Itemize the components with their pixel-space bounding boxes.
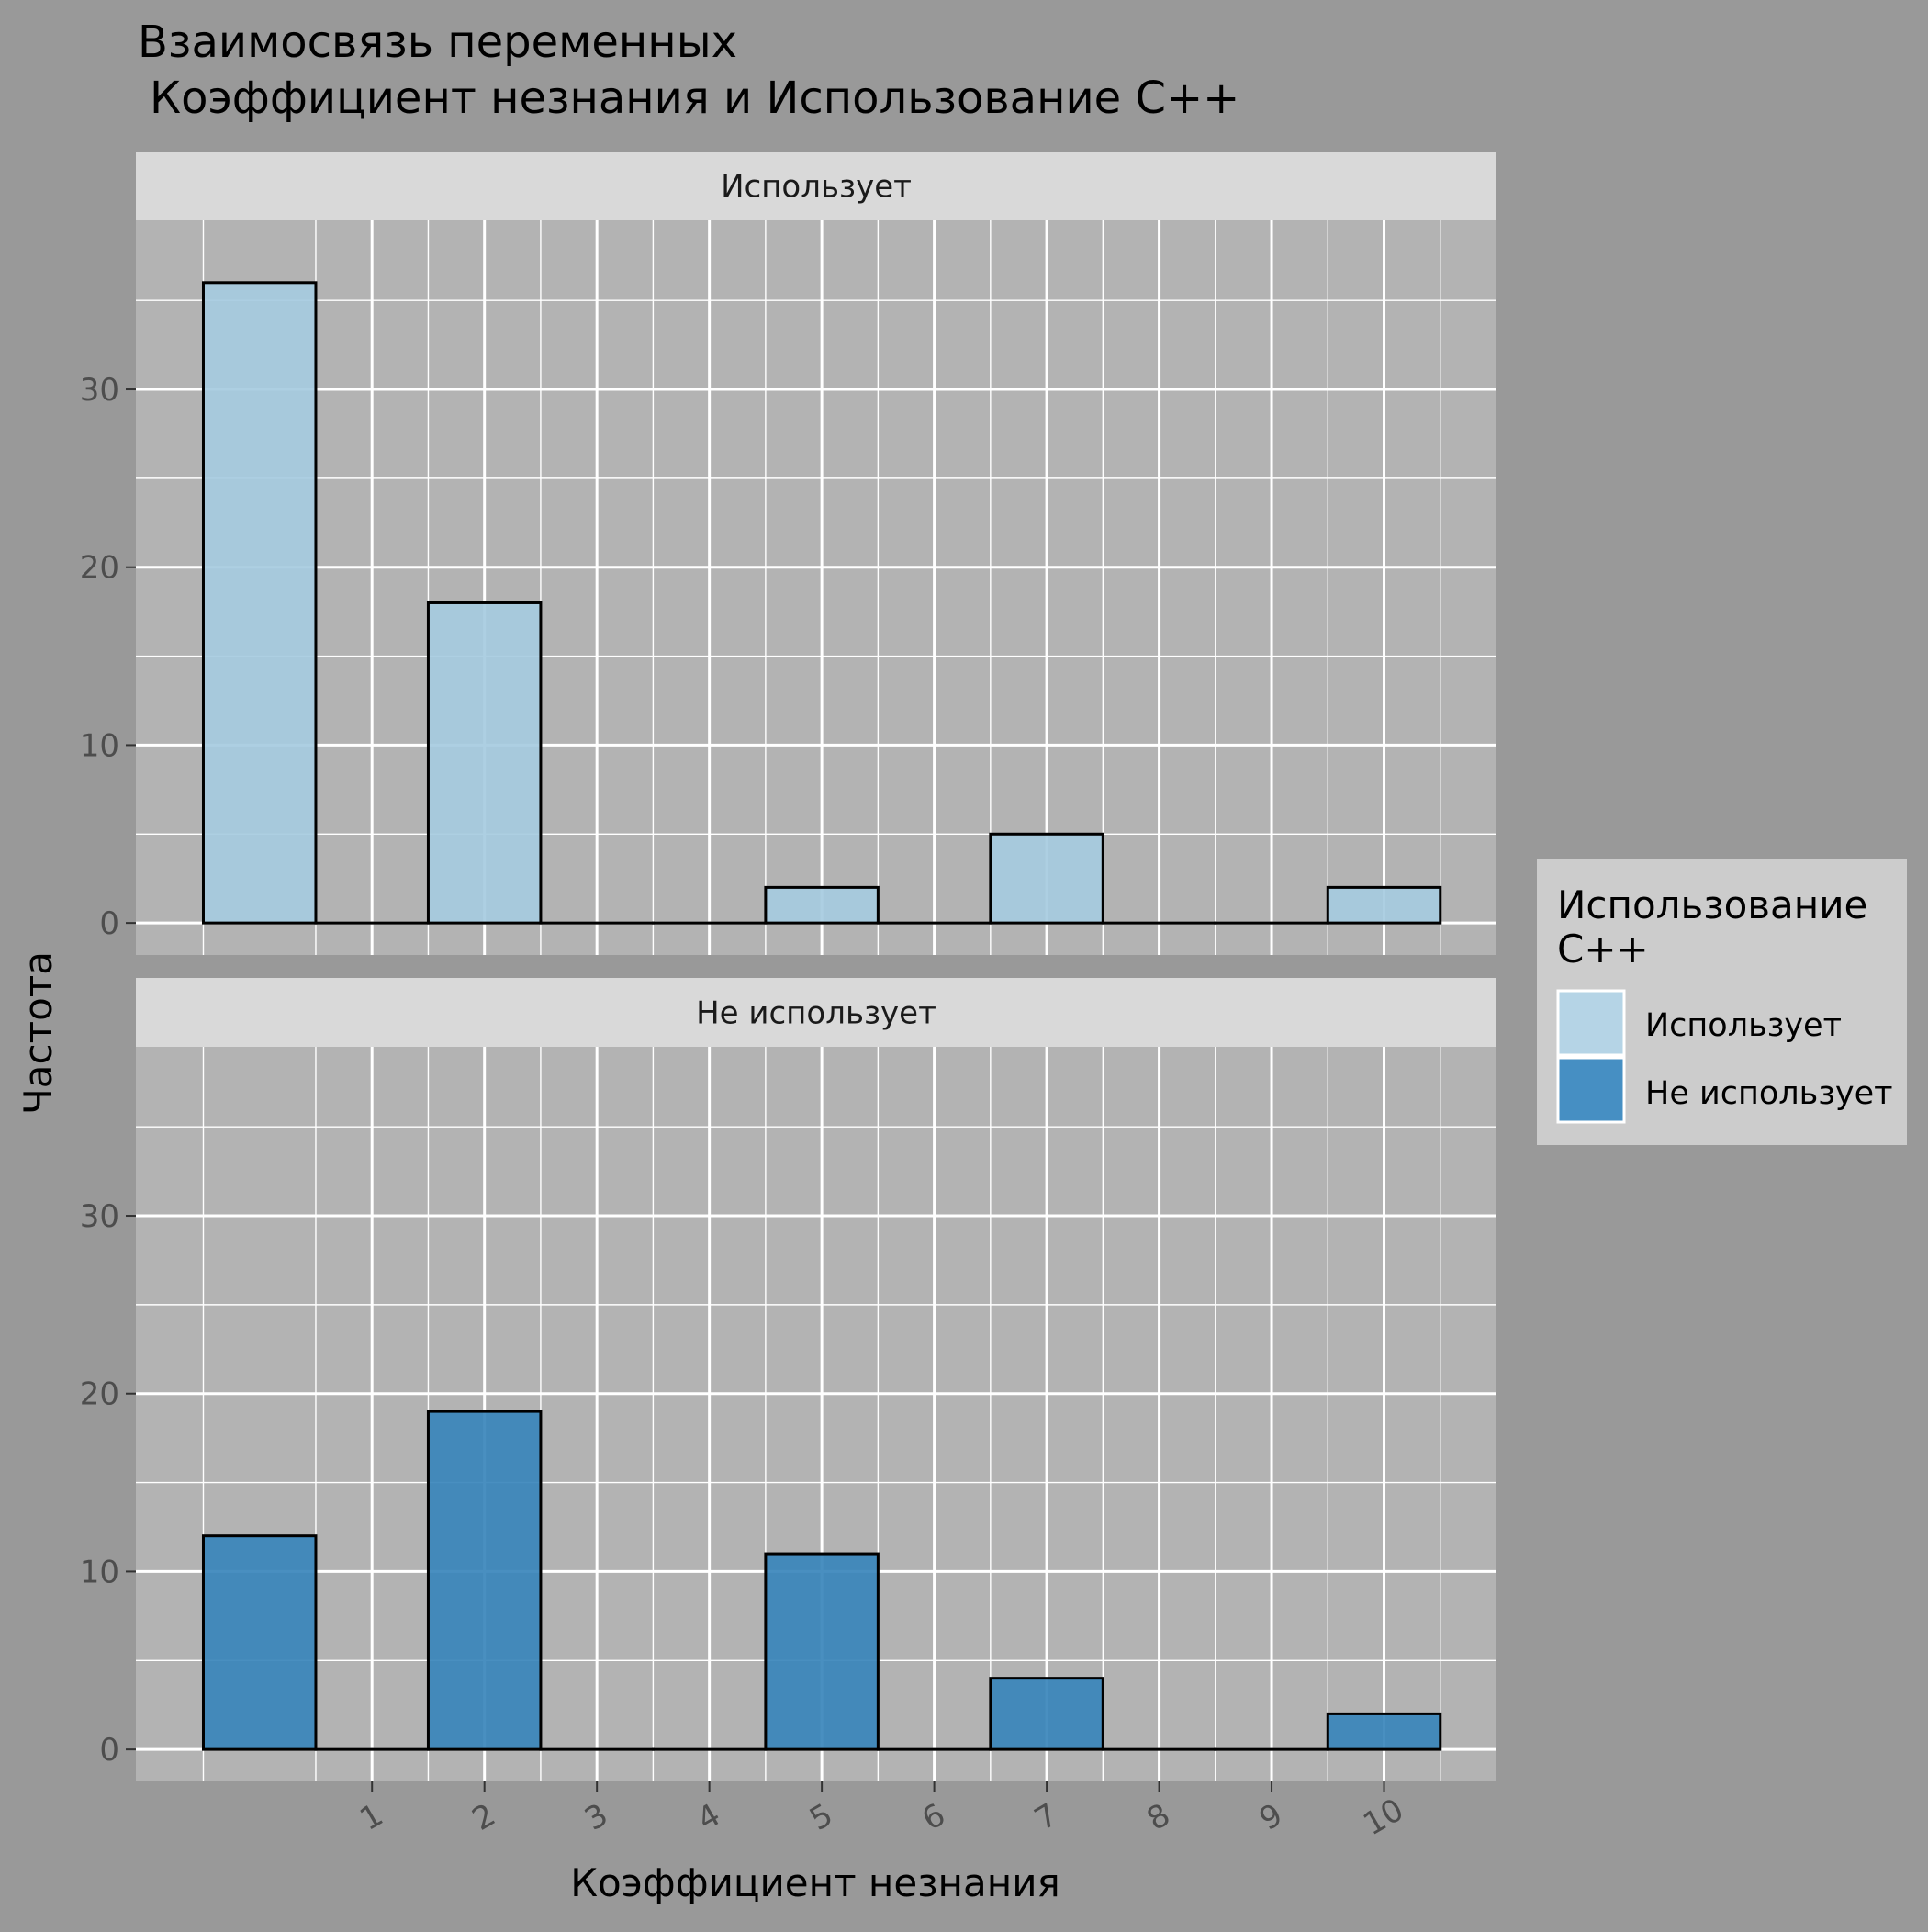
y-axis-label: Частота: [16, 951, 61, 1115]
bar: [203, 1536, 315, 1749]
facet-panel-1: 0 10 20 30 Использует: [80, 152, 1496, 955]
bar: [766, 887, 878, 923]
y-tick-label: 10: [80, 1554, 119, 1590]
x-tick-label: 6: [916, 1796, 952, 1837]
panel-background: [136, 220, 1496, 955]
x-axis: 1 2 3 4 5 6 7 8 9 10: [353, 1781, 1409, 1843]
x-tick-label: 10: [1357, 1792, 1409, 1843]
facet-strip-label: Не использует: [696, 995, 936, 1032]
legend: Использование C++ Использует Не использу…: [1537, 859, 1907, 1145]
x-tick-label: 3: [578, 1796, 614, 1837]
x-tick-label: 2: [466, 1796, 502, 1837]
y-tick-label: 30: [80, 372, 119, 409]
facet-strip-label: Использует: [721, 169, 912, 206]
facet-panels: 0 10 20 30 Использует 0 10 20 30 Не использует: [80, 152, 1496, 1781]
bar: [991, 1679, 1103, 1749]
y-tick-label: 20: [80, 1376, 119, 1413]
legend-entry-not-uses: Не использует: [1645, 1075, 1893, 1112]
bar: [991, 834, 1103, 923]
x-tick-label: 5: [803, 1796, 839, 1837]
y-tick-label: 30: [80, 1198, 119, 1235]
x-tick-label: 8: [1141, 1796, 1177, 1837]
y-tick-label: 0: [99, 905, 119, 942]
facet-panel-2: 0 10 20 30 Не использует: [80, 978, 1496, 1781]
x-axis-label: Коэффициент незнания: [570, 1860, 1060, 1905]
legend-entry-uses: Использует: [1645, 1007, 1842, 1044]
bar: [428, 1411, 540, 1749]
chart-title-line1: Взаимосвязь переменных: [138, 17, 737, 68]
legend-key-uses: [1558, 991, 1624, 1055]
legend-title-line1: Использование: [1557, 882, 1867, 927]
legend-key-not-uses: [1558, 1058, 1624, 1122]
y-tick-label: 20: [80, 550, 119, 587]
bar: [203, 283, 315, 923]
x-tick-label: 7: [1028, 1796, 1064, 1837]
legend-title-line2: C++: [1557, 927, 1649, 972]
chart-title-line2: Коэффициент незнания и Использование C++: [150, 73, 1239, 124]
x-tick-label: 4: [691, 1796, 727, 1837]
x-tick-label: 1: [353, 1796, 389, 1837]
x-tick-label: 9: [1253, 1796, 1289, 1837]
bar: [428, 602, 540, 923]
y-tick-label: 0: [99, 1732, 119, 1769]
bar: [766, 1554, 878, 1749]
y-tick-label: 10: [80, 727, 119, 764]
bar: [1328, 1713, 1440, 1749]
bar: [1328, 887, 1440, 923]
